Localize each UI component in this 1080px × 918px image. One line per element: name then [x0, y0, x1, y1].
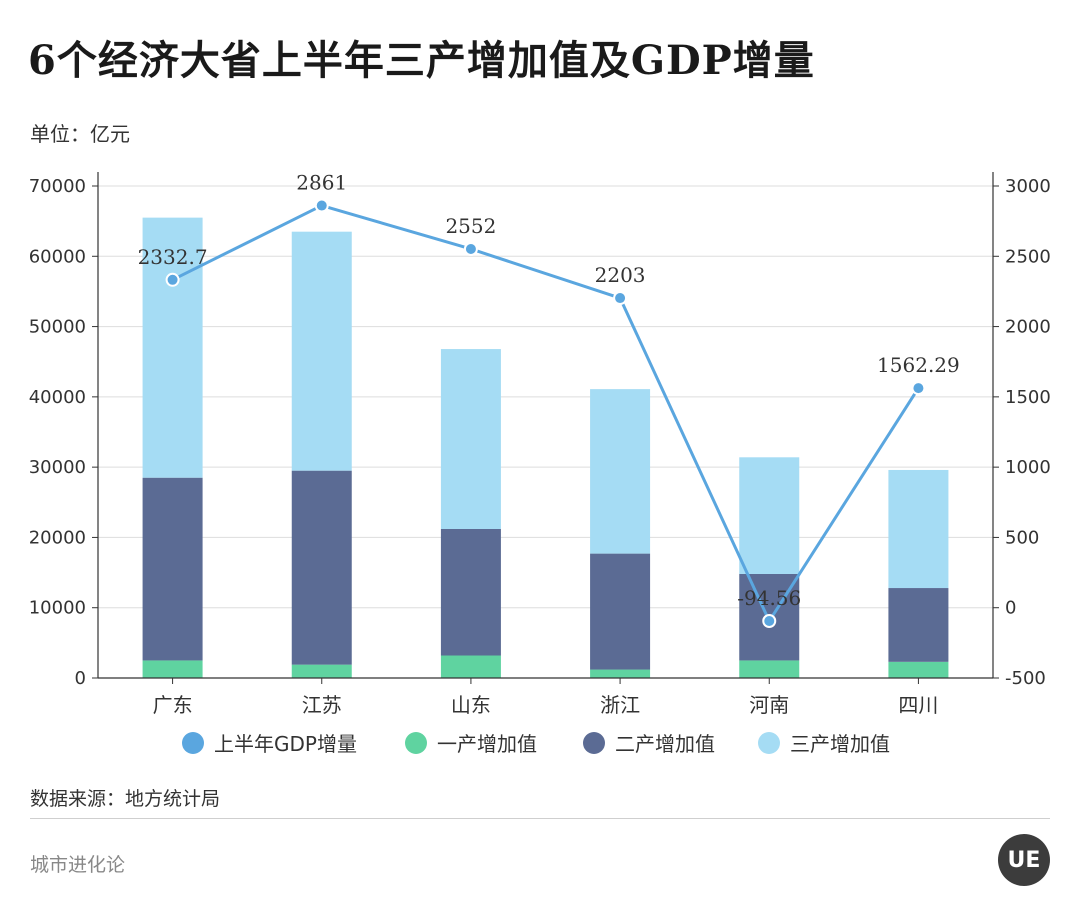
legend-label-primary: 一产增加值	[437, 732, 537, 756]
bar-primary	[291, 664, 352, 678]
bar-tertiary	[739, 457, 800, 574]
gdp-data-label: 1562.29	[877, 353, 960, 377]
legend-swatch-secondary	[583, 731, 605, 754]
bar-tertiary	[291, 231, 352, 471]
gdp-data-label: 2203	[595, 263, 646, 287]
y-right-tick-label: 500	[1005, 527, 1039, 548]
x-tick-label: 江苏	[302, 693, 342, 717]
brand-logo: UE	[998, 834, 1050, 886]
legend-label-secondary: 二产增加值	[615, 732, 715, 756]
y-left-tick-label: 30000	[29, 457, 86, 478]
legend-item-gdp: 上半年GDP增量	[182, 728, 357, 757]
x-tick-label: 浙江	[600, 693, 640, 717]
gdp-line	[171, 204, 920, 623]
legend-item-secondary: 二产增加值	[583, 728, 715, 757]
bar-primary	[888, 661, 949, 678]
bar-secondary	[440, 528, 501, 656]
bar-tertiary	[440, 349, 501, 529]
y-right-tick-label: 0	[1005, 598, 1016, 619]
bar-tertiary	[590, 389, 651, 554]
gdp-data-label: 2332.7	[138, 245, 208, 269]
y-right-tick-label: 2500	[1005, 246, 1051, 267]
footer-brand: 城市进化论	[30, 854, 126, 876]
y-left-tick-label: 10000	[29, 598, 86, 619]
legend: 上半年GDP增量 一产增加值 二产增加值 三产增加值	[0, 728, 1080, 758]
gdp-point	[911, 381, 926, 396]
y-left-tick-label: 20000	[29, 527, 86, 548]
gdp-data-label: -94.56	[737, 586, 801, 610]
bar-primary	[739, 660, 800, 678]
gdp-point	[463, 241, 478, 256]
gdp-point	[762, 614, 777, 629]
legend-item-primary: 一产增加值	[405, 728, 537, 757]
legend-swatch-tertiary	[758, 731, 780, 754]
bar-secondary	[590, 553, 651, 670]
x-tick-label: 河南	[749, 693, 789, 717]
gdp-point	[314, 198, 329, 213]
y-right-tick-label: 1500	[1005, 387, 1051, 408]
legend-label-tertiary: 三产增加值	[790, 732, 890, 756]
legend-swatch-primary	[405, 731, 427, 754]
y-left-tick-label: 70000	[29, 176, 86, 197]
bar-secondary	[291, 470, 352, 665]
y-left-tick-label: 60000	[29, 246, 86, 267]
unit-label: 单位：亿元	[30, 122, 130, 146]
gdp-point	[613, 291, 628, 306]
y-right-tick-label: -500	[1005, 668, 1046, 689]
bar-primary	[590, 669, 651, 678]
gdp-data-label: 2861	[296, 171, 347, 195]
y-left-tick-label: 0	[75, 668, 86, 689]
bar-tertiary	[142, 217, 203, 478]
legend-label-gdp: 上半年GDP增量	[214, 732, 357, 756]
y-left-tick-label: 50000	[29, 317, 86, 338]
bar-tertiary	[888, 469, 949, 589]
y-right-tick-label: 2000	[1005, 317, 1051, 338]
y-right-tick-label: 3000	[1005, 176, 1051, 197]
y-right-tick-label: 1000	[1005, 457, 1051, 478]
y-left-tick-label: 40000	[29, 387, 86, 408]
x-tick-label: 山东	[451, 693, 491, 717]
gdp-point	[165, 272, 180, 287]
bar-secondary	[142, 477, 203, 661]
bar-primary	[440, 655, 501, 678]
gdp-data-label: 2552	[445, 214, 496, 238]
x-tick-label: 四川	[898, 693, 938, 717]
x-tick-label: 广东	[153, 693, 193, 717]
legend-item-tertiary: 三产增加值	[758, 728, 890, 757]
divider	[30, 818, 1050, 819]
bar-primary	[142, 660, 203, 678]
chart-title: 6个经济大省上半年三产增加值及GDP增量	[28, 37, 815, 84]
legend-swatch-gdp	[182, 731, 204, 754]
bar-secondary	[888, 588, 949, 662]
data-source: 数据来源：地方统计局	[30, 788, 221, 810]
